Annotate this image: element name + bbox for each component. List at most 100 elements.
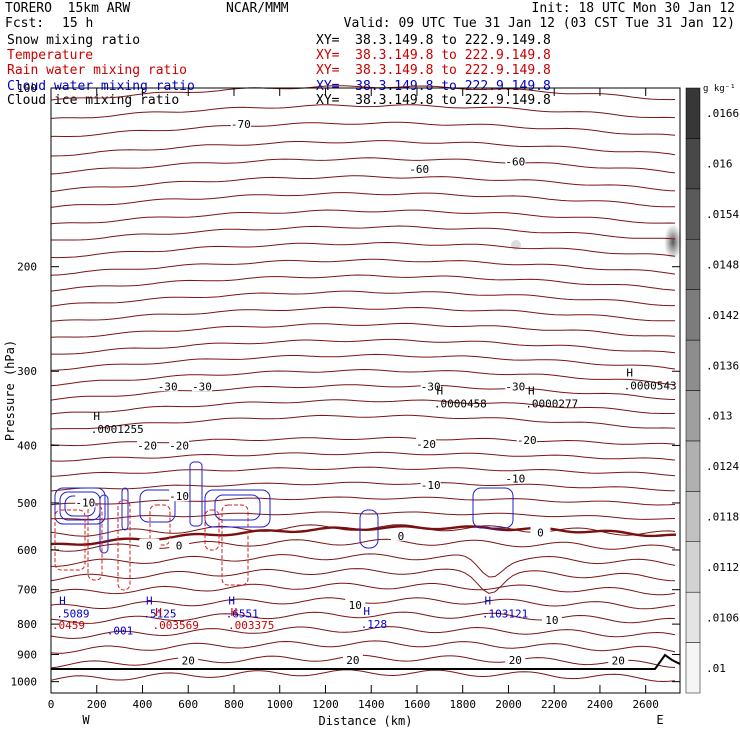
colorbar-tick-label: .0142: [706, 309, 739, 322]
isotherm: [50, 451, 676, 462]
y-tick-label: 200: [17, 261, 37, 274]
isotherm: [50, 258, 676, 276]
isotherm: [50, 611, 676, 624]
cloud-water-contour: [204, 489, 271, 528]
temp-label-bg: [420, 477, 441, 490]
high-marker: H: [626, 366, 633, 379]
temp-label-bg: [416, 437, 437, 450]
high-value: .5089: [56, 607, 89, 620]
ice-shade-max: [664, 224, 682, 260]
isotherm: [50, 241, 676, 259]
colorbar-cell: [685, 339, 701, 391]
temp-label: -70: [231, 118, 251, 131]
high-marker: H: [363, 605, 370, 618]
isotherm: [51, 553, 676, 578]
field-temperature-xy: XY= 38.3.149.8 to 222.9.149.8: [316, 48, 551, 63]
temp-label-bg: [409, 162, 430, 175]
isotherm: [50, 384, 676, 401]
high-value: .0001255: [91, 423, 144, 436]
x-tick-label: 2400: [587, 698, 614, 711]
y-tick-label: 1000: [11, 676, 38, 689]
temp-label-bg: [169, 538, 190, 551]
colorbar-tick-label: .0136: [706, 359, 739, 372]
isotherm: [50, 669, 676, 683]
temp-label-bg: [139, 538, 160, 551]
isotherm: [50, 306, 675, 322]
x-axis-title: Distance (km): [319, 714, 413, 728]
high-marker: H: [59, 594, 66, 607]
isotherm: [50, 192, 675, 208]
isotherm: [51, 121, 676, 137]
colorbar-cell: [685, 591, 701, 643]
colorbar-tick-label: .0124: [706, 460, 739, 473]
temp-label: -30: [421, 380, 441, 393]
temp-label-bg: [169, 489, 190, 502]
colorbar-cell: [685, 239, 701, 290]
field-rain-name: Rain water mixing ratio: [7, 63, 188, 78]
west-label: W: [82, 713, 90, 727]
x-tick-label: 1400: [358, 698, 385, 711]
field-snow-xy: XY= 38.3.149.8 to 222.9.149.8: [316, 33, 551, 48]
temp-label: -20: [517, 434, 537, 447]
high-value: .003375: [228, 619, 274, 632]
colorbar-cell: [685, 541, 701, 593]
isotherm: [50, 322, 676, 338]
high-value: .103121: [482, 607, 528, 620]
temp-label-bg: [345, 598, 366, 611]
temp-label-bg: [505, 379, 526, 392]
colorbar-cell: [685, 289, 701, 341]
temp-label: -10: [421, 479, 441, 492]
y-tick-label: 600: [17, 544, 37, 557]
colorbar-cell: [685, 138, 701, 190]
temp-label-bg: [541, 613, 562, 626]
high-value: .128: [361, 618, 388, 631]
org-label: NCAR/MMM: [226, 1, 289, 16]
y-tick-label: 100: [17, 82, 37, 95]
y-tick-label: 500: [17, 497, 37, 510]
x-tick-label: 1200: [312, 698, 339, 711]
isotherm: [50, 568, 676, 594]
high-marker: H: [146, 594, 153, 607]
temp-label: 20: [612, 655, 625, 668]
isotherm: [50, 175, 676, 193]
high-value: .5125: [143, 607, 176, 620]
east-label: E: [656, 713, 663, 727]
cloud-water-contour: [54, 487, 106, 525]
isotherm: [50, 496, 676, 506]
model-title: TORERO 15km ARW: [5, 1, 131, 16]
rain-contour: [221, 504, 249, 586]
temp-label: 0: [176, 540, 183, 553]
temp-label: 0: [537, 527, 544, 540]
isotherm: [50, 582, 676, 596]
isotherm: [50, 640, 676, 654]
high-value: .6551: [226, 607, 259, 620]
x-tick-label: 600: [178, 698, 198, 711]
isotherm: [50, 104, 676, 119]
temp-label-bg: [608, 653, 629, 666]
temp-label: -20: [137, 439, 157, 452]
field-cloudice-name: Cloud ice mixing ratio: [7, 93, 180, 108]
y-tick-label: 300: [17, 365, 37, 378]
temp-label-bg: [505, 471, 526, 484]
x-tick-label: 1000: [266, 698, 293, 711]
high-marker: H: [485, 594, 492, 607]
high-value: .003569: [153, 619, 199, 632]
temp-label-bg: [137, 438, 158, 451]
colorbar-tick-label: .0106: [706, 611, 739, 624]
rain-contour: [204, 509, 220, 551]
cloud-water-contour: [472, 487, 514, 529]
temp-label: -10: [75, 496, 95, 509]
y-tick-label: 400: [17, 439, 37, 452]
temp-label-bg: [505, 652, 526, 665]
isotherm: [50, 626, 676, 639]
y-axis-title: Pressure (hPa): [3, 340, 17, 441]
field-rain-xy: XY= 38.3.149.8 to 222.9.149.8: [316, 63, 551, 78]
colorbar-cell: [685, 390, 701, 442]
isotherm: [50, 209, 676, 225]
temp-label: 20: [509, 654, 522, 667]
temp-label-bg: [191, 379, 212, 392]
isotherm: [50, 157, 676, 175]
colorbar-cell: [685, 491, 701, 543]
x-tick-label: 200: [87, 698, 107, 711]
